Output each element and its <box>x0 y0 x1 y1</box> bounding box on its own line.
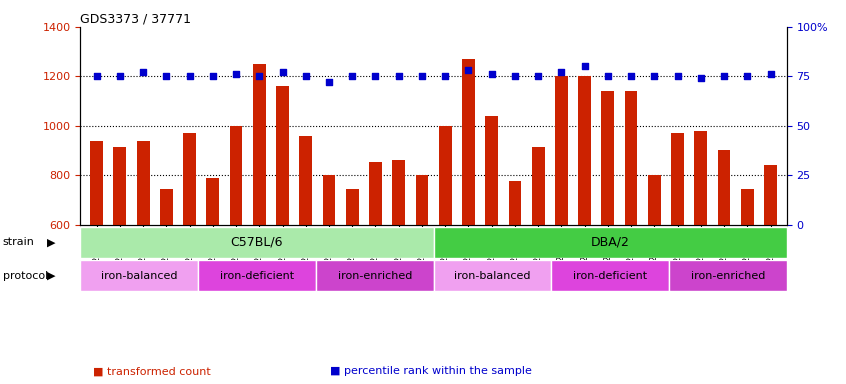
Bar <box>229 126 243 225</box>
Bar <box>113 147 126 225</box>
Text: iron-deficient: iron-deficient <box>220 271 294 281</box>
Text: C57BL/6: C57BL/6 <box>231 236 283 249</box>
Bar <box>91 141 103 225</box>
Bar <box>552 260 669 291</box>
Bar <box>322 175 335 225</box>
Point <box>578 63 591 70</box>
Bar <box>578 76 591 225</box>
Bar <box>415 175 428 225</box>
Bar <box>160 189 173 225</box>
Point <box>160 73 173 79</box>
Text: iron-enriched: iron-enriched <box>690 271 765 281</box>
Bar <box>393 161 405 225</box>
Bar <box>717 151 730 225</box>
Bar <box>741 189 754 225</box>
Text: iron-enriched: iron-enriched <box>338 271 412 281</box>
Text: ■ percentile rank within the sample: ■ percentile rank within the sample <box>330 366 532 376</box>
Point <box>299 73 312 79</box>
Text: strain: strain <box>3 237 35 247</box>
Bar <box>695 131 707 225</box>
Point <box>671 73 684 79</box>
Bar <box>508 181 521 225</box>
Bar <box>648 175 661 225</box>
Point <box>183 73 196 79</box>
Bar <box>276 86 289 225</box>
Bar <box>316 260 434 291</box>
Bar <box>198 260 316 291</box>
Point <box>438 73 452 79</box>
Point <box>415 73 429 79</box>
Point <box>717 73 731 79</box>
Bar <box>346 189 359 225</box>
Point <box>90 73 103 79</box>
Bar <box>532 147 545 225</box>
Text: iron-deficient: iron-deficient <box>573 271 647 281</box>
Text: ■ transformed count: ■ transformed count <box>93 366 211 376</box>
Bar <box>253 64 266 225</box>
Bar <box>439 126 452 225</box>
Point <box>206 73 220 79</box>
Point <box>462 67 475 73</box>
Bar <box>184 133 196 225</box>
Point <box>531 73 545 79</box>
Point <box>508 73 522 79</box>
Point <box>694 75 707 81</box>
Bar <box>206 178 219 225</box>
Text: ▶: ▶ <box>47 237 55 247</box>
Bar <box>434 260 552 291</box>
Bar <box>555 76 568 225</box>
Bar <box>486 116 498 225</box>
Point <box>322 79 336 85</box>
Bar <box>434 227 787 258</box>
Point <box>764 71 777 78</box>
Point <box>740 73 754 79</box>
Bar <box>462 59 475 225</box>
Point <box>602 73 615 79</box>
Bar <box>299 136 312 225</box>
Bar <box>80 227 434 258</box>
Point <box>485 71 498 78</box>
Point <box>624 73 638 79</box>
Point <box>229 71 243 78</box>
Text: GDS3373 / 37771: GDS3373 / 37771 <box>80 13 191 26</box>
Point <box>136 69 150 75</box>
Point <box>276 69 289 75</box>
Bar <box>80 260 198 291</box>
Point <box>345 73 359 79</box>
Point <box>113 73 127 79</box>
Bar <box>602 91 614 225</box>
Bar <box>764 166 777 225</box>
Bar <box>671 133 684 225</box>
Point <box>369 73 382 79</box>
Bar <box>137 141 150 225</box>
Bar <box>369 162 382 225</box>
Text: DBA/2: DBA/2 <box>591 236 629 249</box>
Point <box>647 73 661 79</box>
Bar <box>624 91 638 225</box>
Text: iron-balanced: iron-balanced <box>454 271 530 281</box>
Bar <box>669 260 787 291</box>
Point <box>392 73 405 79</box>
Point <box>252 73 266 79</box>
Text: iron-balanced: iron-balanced <box>101 271 178 281</box>
Text: ▶: ▶ <box>47 271 55 281</box>
Text: protocol: protocol <box>3 271 47 281</box>
Point <box>555 69 569 75</box>
